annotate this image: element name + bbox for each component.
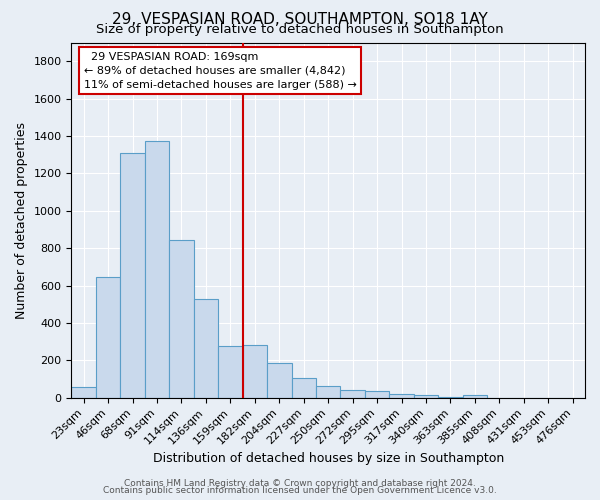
- Bar: [389, 394, 414, 398]
- Bar: [71, 388, 96, 398]
- Bar: [96, 277, 121, 398]
- Text: Contains HM Land Registry data © Crown copyright and database right 2024.: Contains HM Land Registry data © Crown c…: [124, 478, 476, 488]
- Bar: [292, 378, 316, 398]
- Bar: [242, 346, 267, 398]
- Bar: [169, 240, 194, 398]
- X-axis label: Distribution of detached houses by size in Southampton: Distribution of detached houses by size …: [152, 452, 504, 465]
- Bar: [438, 397, 463, 398]
- Y-axis label: Number of detached properties: Number of detached properties: [15, 122, 28, 318]
- Bar: [194, 298, 218, 398]
- Bar: [145, 140, 169, 398]
- Bar: [414, 396, 438, 398]
- Text: Size of property relative to detached houses in Southampton: Size of property relative to detached ho…: [96, 22, 504, 36]
- Bar: [267, 363, 292, 398]
- Text: Contains public sector information licensed under the Open Government Licence v3: Contains public sector information licen…: [103, 486, 497, 495]
- Text: 29 VESPASIAN ROAD: 169sqm  
← 89% of detached houses are smaller (4,842)
11% of : 29 VESPASIAN ROAD: 169sqm ← 89% of detac…: [83, 52, 356, 90]
- Bar: [463, 396, 487, 398]
- Bar: [365, 391, 389, 398]
- Bar: [316, 386, 340, 398]
- Bar: [121, 153, 145, 398]
- Bar: [340, 390, 365, 398]
- Bar: [218, 346, 242, 398]
- Text: 29, VESPASIAN ROAD, SOUTHAMPTON, SO18 1AY: 29, VESPASIAN ROAD, SOUTHAMPTON, SO18 1A…: [112, 12, 488, 28]
